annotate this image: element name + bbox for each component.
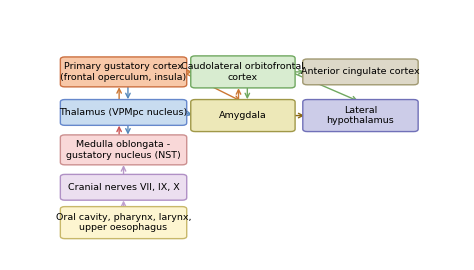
FancyBboxPatch shape <box>191 100 295 131</box>
FancyBboxPatch shape <box>60 100 187 125</box>
FancyBboxPatch shape <box>303 59 418 85</box>
FancyBboxPatch shape <box>60 207 187 239</box>
FancyBboxPatch shape <box>60 57 187 87</box>
FancyBboxPatch shape <box>60 174 187 200</box>
Text: Primary gustatory cortex
(frontal operculum, insula): Primary gustatory cortex (frontal opercu… <box>60 62 187 82</box>
Text: Thalamus (VPMpc nucleus): Thalamus (VPMpc nucleus) <box>59 108 188 117</box>
Text: Medulla oblongata -
gustatory nucleus (NST): Medulla oblongata - gustatory nucleus (N… <box>66 140 181 160</box>
Text: Amygdala: Amygdala <box>219 111 267 120</box>
Text: Caudolateral orbitofrontal
cortex: Caudolateral orbitofrontal cortex <box>182 62 304 82</box>
Text: Anterior cingulate cortex: Anterior cingulate cortex <box>301 68 420 76</box>
FancyBboxPatch shape <box>191 56 295 88</box>
Text: Lateral
hypothalamus: Lateral hypothalamus <box>327 106 394 125</box>
FancyBboxPatch shape <box>60 135 187 165</box>
Text: Oral cavity, pharynx, larynx,
upper oesophagus: Oral cavity, pharynx, larynx, upper oeso… <box>56 213 191 232</box>
FancyBboxPatch shape <box>303 100 418 131</box>
Text: Cranial nerves VII, IX, X: Cranial nerves VII, IX, X <box>68 183 180 192</box>
